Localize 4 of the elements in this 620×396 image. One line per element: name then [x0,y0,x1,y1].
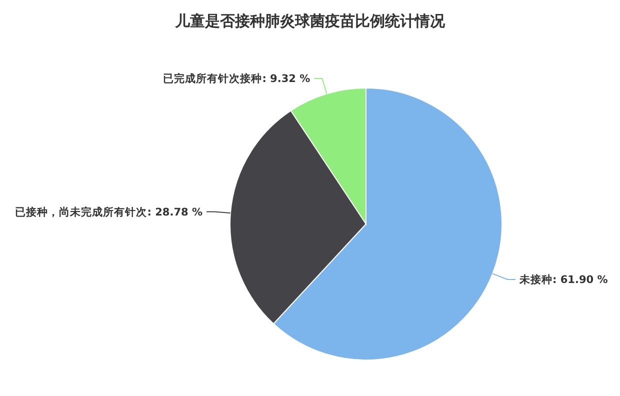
chart-title: 儿童是否接种肺炎球菌疫苗比例统计情况 [174,12,446,30]
slice-label: 未接种: 61.90 % [518,273,608,286]
slice-label: 已完成所有针次接种: 9.32 % [163,72,311,86]
slice-label: 已接种，尚未完成所有针次: 28.78 % [15,205,203,218]
